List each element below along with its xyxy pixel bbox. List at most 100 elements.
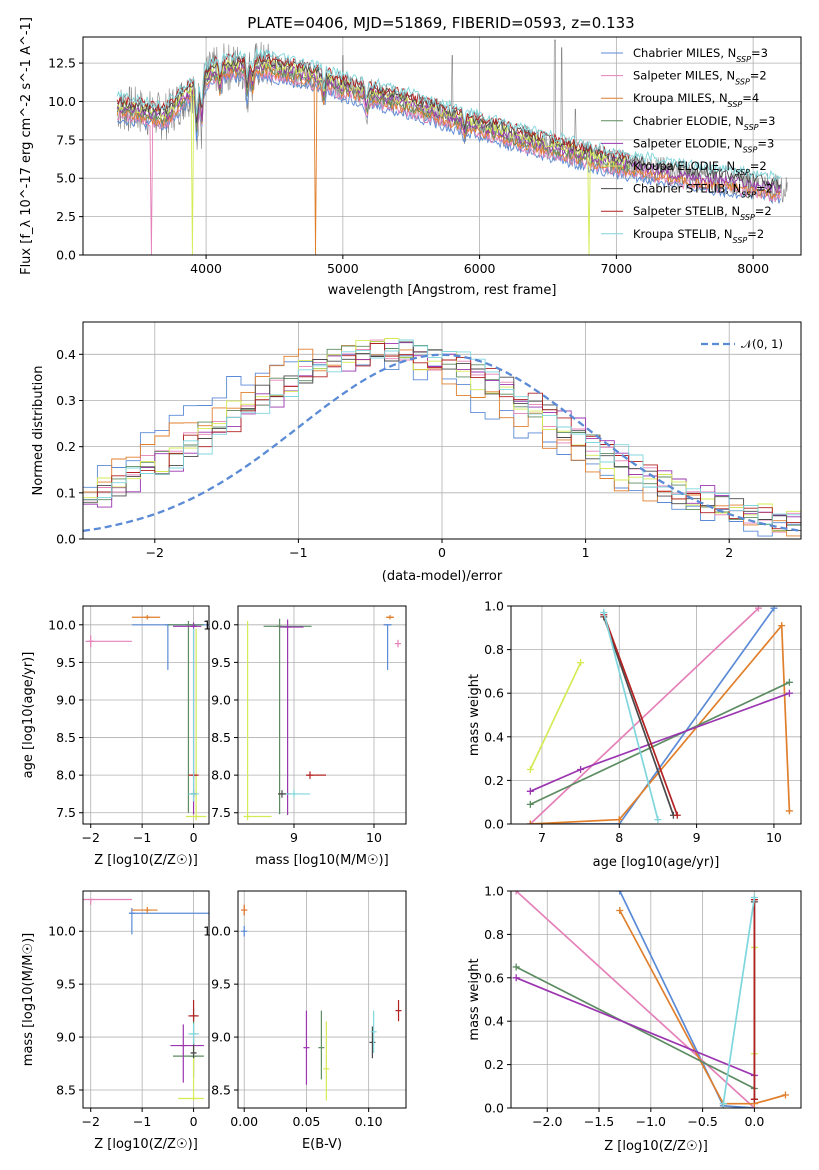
legend-label: 𝒩(0, 1)	[741, 337, 783, 351]
x-tick-label: 2	[725, 545, 733, 560]
legend-label-main: Chabrier STELIB, N	[633, 182, 741, 196]
y-tick-label: 0.2	[56, 439, 76, 454]
axes-border	[237, 605, 407, 825]
x-tick-label: −0.5	[687, 1114, 717, 1129]
weight-line	[530, 623, 791, 824]
y-tick-label: 0.2	[484, 1057, 504, 1072]
model-line-chabrier-stelib	[116, 55, 781, 189]
hist-step-kroupa-stelib	[83, 339, 801, 525]
axes-border	[510, 890, 802, 1109]
weight-point-marker	[615, 816, 623, 824]
y-tick-label: 8.5	[211, 1083, 231, 1098]
y-tick-label: 9.0	[56, 1030, 76, 1045]
x-tick-label: −2.0	[532, 1114, 562, 1129]
normal-pdf-line	[83, 353, 801, 533]
axes-frame: 4000 5000 6000 7000 8000 0.0 2.5 5.0 7.5 10.0 12.5…	[19, 17, 802, 298]
x-tick-label: 0.05	[293, 1114, 321, 1129]
x-axis-label: Z [log10(Z/Z☉)]	[94, 853, 198, 868]
weight-line	[515, 891, 755, 1108]
plot-area	[526, 606, 793, 824]
x-axis-label: age [log10(age/yr)]	[593, 855, 720, 870]
legend-label-tail: =3	[751, 46, 768, 60]
x-tick-label: 8000	[737, 261, 769, 276]
weight-line	[602, 612, 659, 820]
weight-point-marker	[778, 622, 786, 630]
legend-label: Chabrier STELIB, NSSP=2	[633, 182, 773, 200]
x-tick-label: 10	[766, 830, 782, 845]
legend-label-sub: SSP	[743, 145, 758, 154]
axes-frame: 7 8 9 10 0.0 0.2 0.4 0.6 0.8 1.0 age [log10(age/yr…	[467, 599, 802, 870]
legend-label-tail: =2	[755, 204, 772, 218]
axes-frame: −2.0 −1.5 −1.0 −0.5 0.0 0.0 0.2 0.4 0.6 0.8 1.0 Z […	[467, 884, 802, 1154]
legend-label-tail: =4	[742, 91, 759, 105]
model-line-salpeter-miles	[116, 68, 781, 255]
weight-line	[529, 681, 790, 806]
legend-label-tail: =2	[750, 159, 767, 173]
weight-point-marker	[526, 820, 534, 824]
legend-label: Kroupa ELODIE, NSSP=2	[633, 159, 767, 177]
y-tick-label: 12.5	[48, 56, 76, 71]
weight-point-marker	[526, 766, 534, 773]
panel-residuals: −2 −1 0 1 2 0.0 0.1 0.2 0.3 0.4 𝒩(0, 1) (data-model…	[31, 321, 802, 584]
plot-area	[512, 891, 789, 1108]
x-tick-label: 0.10	[355, 1114, 383, 1129]
legend-label: Kroupa MILES, NSSP=4	[633, 91, 759, 109]
y-tick-label: 0.8	[484, 927, 504, 942]
legend-label: Kroupa STELIB, NSSP=2	[633, 227, 764, 245]
weight-point-marker	[781, 1091, 789, 1099]
y-tick-label: 9.5	[56, 977, 76, 992]
y-tick-label: 10.0	[48, 617, 76, 632]
x-tick-label: −2	[81, 830, 99, 845]
x-tick-label: −1	[133, 830, 151, 845]
weight-point-marker	[654, 816, 662, 824]
x-tick-label: −2	[81, 1114, 99, 1129]
panel-age-vs-mass: 9 10 7.5 8.0 8.5 9.0 9.5 10.0 mass [log10(M/M☉)]	[203, 605, 407, 868]
legend-label-sub: SSP	[735, 77, 750, 86]
legend-label-sub: SSP	[740, 213, 755, 222]
weight-point-marker	[526, 787, 534, 795]
legend-label-tail: =3	[759, 114, 776, 128]
weight-line	[619, 891, 755, 1108]
x-tick-label: 5000	[327, 261, 359, 276]
axes-frame: −2 −1 0 7.5 8.0 8.5 9.0 9.5 10.0 Z [log10(Z/Z☉)] a…	[21, 605, 210, 868]
x-axis-label: E(B-V)	[302, 1137, 342, 1152]
y-axis-label: Normed distribution	[31, 366, 46, 496]
hist-step-salpeter-stelib	[83, 343, 801, 530]
y-tick-label: 8.5	[56, 730, 76, 745]
data-spectrum-line	[116, 39, 788, 204]
axes-frame: −2 −1 0 1 2 0.0 0.1 0.2 0.3 0.4 𝒩(0, 1) (data-model…	[31, 321, 802, 584]
weight-point-marker	[512, 891, 520, 895]
y-tick-label: 7.5	[56, 132, 76, 147]
panel-weight-vs-Z: −2.0 −1.5 −1.0 −0.5 0.0 0.0 0.2 0.4 0.6 0.8 1.0 Z […	[467, 884, 802, 1154]
legend-label: Salpeter MILES, NSSP=2	[633, 69, 767, 87]
x-tick-label: 0	[190, 1114, 198, 1129]
legend-label-sub: SSP	[741, 190, 756, 199]
legend-label: Salpeter ELODIE, NSSP=3	[633, 136, 774, 154]
x-tick-label: −2	[146, 545, 164, 560]
weight-point-marker	[616, 891, 624, 895]
weight-point-marker	[512, 963, 520, 971]
y-tick-label: 9.5	[56, 655, 76, 670]
axes-border	[510, 605, 802, 825]
x-tick-label: 0	[190, 830, 198, 845]
legend-label-main: Chabrier MILES, N	[633, 46, 736, 60]
legend-label: Salpeter STELIB, NSSP=2	[633, 204, 772, 222]
weight-point-marker	[770, 606, 778, 612]
y-tick-label: 1.0	[484, 599, 504, 614]
y-tick-label: 0.4	[484, 1014, 504, 1029]
legend-label-sub: SSP	[735, 168, 750, 177]
legend-label-main: Salpeter MILES, N	[633, 69, 735, 83]
legend-label-tail: =2	[747, 227, 764, 241]
weight-point-marker	[785, 689, 793, 697]
weight-point-marker	[785, 807, 793, 815]
weight-line	[602, 616, 675, 816]
y-tick-label: 9.0	[56, 692, 76, 707]
legend-label-sub: SSP	[728, 100, 743, 109]
x-tick-label: 4000	[190, 261, 222, 276]
x-tick-label: −1	[289, 545, 307, 560]
legend-label-main: Chabrier ELODIE, N	[633, 114, 744, 128]
weight-line	[530, 607, 775, 824]
x-axis-label: Z [log10(Z/Z☉)]	[604, 1139, 708, 1154]
x-tick-label: 7000	[600, 261, 632, 276]
